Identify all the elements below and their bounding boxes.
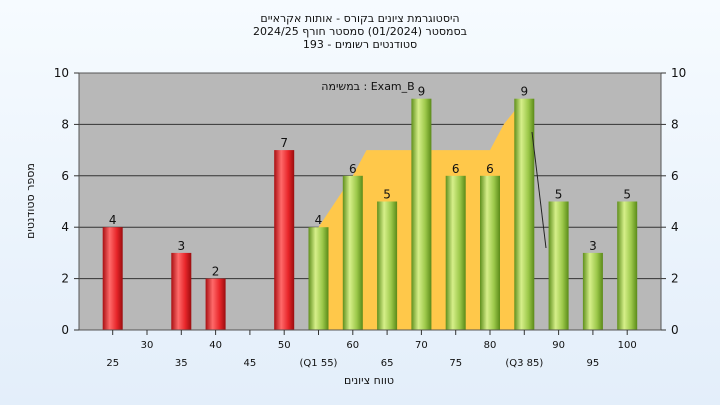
x-tick-60: 60	[346, 340, 359, 351]
y-left-tick-10: 10	[54, 66, 69, 80]
x-axis-label: טווח ציונים	[344, 374, 394, 387]
x-tick-40: 40	[209, 340, 222, 351]
x-axis: 25 30 35 40 45 50 (Q1 55) 60 65 70 75 80 (Q3 85) 90 95…	[106, 330, 637, 369]
x-tick-35: 35	[175, 358, 188, 369]
x-tick-70: 70	[415, 340, 428, 351]
bar-label-50: 7	[280, 136, 288, 150]
x-tick-75: 75	[449, 358, 462, 369]
bar-40	[205, 278, 226, 330]
bar-labels: 4 3 2 7 4 6 5 9 6 6 9 5 3 5	[109, 85, 631, 279]
bar-label-85: 9	[520, 85, 528, 99]
x-tick-100: 100	[618, 340, 637, 351]
bar-label-95: 3	[589, 239, 597, 253]
x-tick-65: 65	[381, 358, 394, 369]
y-left-tick-4: 4	[61, 220, 69, 234]
y-left-tick-6: 6	[61, 169, 69, 183]
y-left-tick-0: 0	[61, 323, 69, 337]
title-line-2: בסמסטר (01/2024) סמסטר חורף 2024/25	[253, 25, 467, 38]
title-line-1: היסטוגרמת ציונים בקורס - אותות אקראיים	[260, 12, 459, 25]
x-tick-30: 30	[141, 340, 154, 351]
bar-35	[171, 252, 192, 330]
y-axis-label: מספר סטודנטים	[24, 163, 37, 239]
y-left-tick-2: 2	[61, 272, 69, 286]
trend-line	[531, 131, 547, 249]
x-tick-80: 80	[484, 340, 497, 351]
title-line-3: סטודנטים רשומים - 193	[303, 38, 417, 51]
bar-label-60: 6	[349, 162, 357, 176]
bar-label-40: 2	[212, 265, 220, 279]
bar-label-80: 6	[486, 162, 494, 176]
bar-25	[102, 227, 123, 330]
x-tick-55: (Q1 55)	[300, 358, 338, 369]
bar-label-25: 4	[109, 213, 117, 227]
bar-label-55: 4	[315, 213, 323, 227]
bar-95	[582, 252, 603, 330]
bar-label-35: 3	[177, 239, 185, 253]
plot-frame	[78, 72, 662, 331]
y-right-tick-0: 0	[671, 323, 679, 337]
x-tick-45: 45	[244, 358, 257, 369]
y-right-tick-8: 8	[671, 117, 679, 131]
x-tick-95: 95	[587, 358, 600, 369]
bar-label-65: 5	[383, 188, 391, 202]
chart-title: היסטוגרמת ציונים בקורס - אותות אקראיים ב…	[253, 12, 467, 51]
bar-label-100: 5	[623, 188, 631, 202]
bar-50	[274, 150, 295, 330]
x-tick-90: 90	[552, 340, 565, 351]
bars	[102, 98, 638, 330]
bar-70	[411, 98, 432, 330]
y-axis-right: 0 2 4 6 8 10	[661, 66, 686, 337]
exam-annotation: במשימה : Exam_B	[321, 80, 414, 93]
bar-90	[548, 201, 569, 330]
bar-85	[514, 98, 535, 330]
y-right-tick-6: 6	[671, 169, 679, 183]
y-left-tick-8: 8	[61, 117, 69, 131]
bar-60	[342, 175, 363, 330]
y-right-tick-10: 10	[671, 66, 686, 80]
y-axis-left: 0 2 4 6 8 10	[54, 66, 79, 337]
y-right-tick-2: 2	[671, 272, 679, 286]
bar-80	[480, 175, 500, 330]
bar-75	[445, 175, 466, 330]
bar-label-90: 5	[555, 188, 563, 202]
bar-55	[308, 227, 329, 330]
bar-label-70: 9	[418, 85, 426, 99]
bar-100	[617, 201, 638, 330]
bar-label-75: 6	[452, 162, 460, 176]
x-tick-85: (Q3 85)	[505, 358, 543, 369]
y-right-tick-4: 4	[671, 220, 679, 234]
x-tick-25: 25	[106, 358, 119, 369]
x-tick-50: 50	[278, 340, 291, 351]
bar-65	[377, 201, 398, 330]
